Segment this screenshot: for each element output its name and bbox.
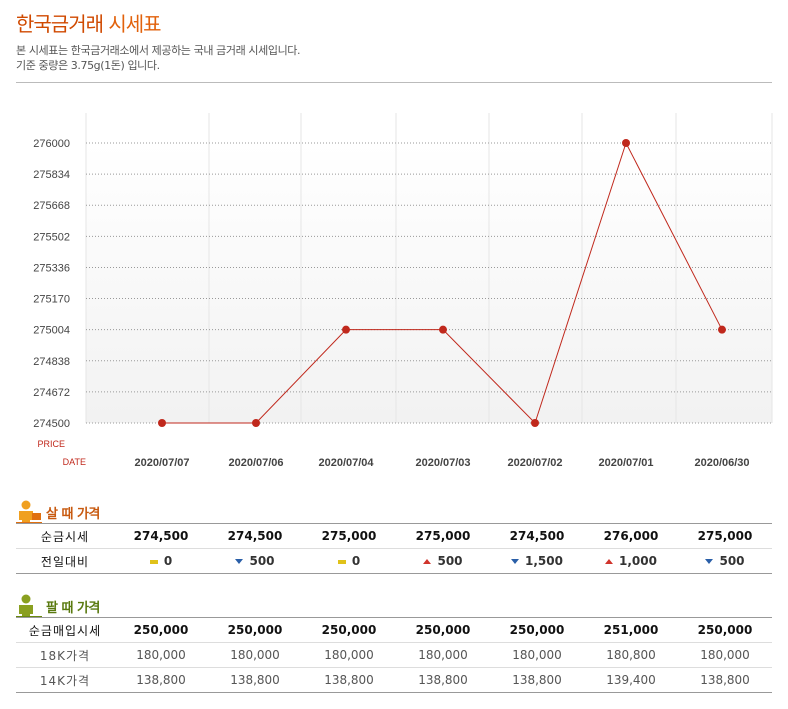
y-tick-label: 275668 bbox=[33, 200, 70, 212]
sell-price-table: 순금매입시세 250,000 250,000 250,000 250,000 250,00… bbox=[16, 617, 772, 693]
price-cell: 250,000 bbox=[208, 617, 302, 643]
divider bbox=[16, 82, 772, 83]
price-cell: 250,000 bbox=[114, 617, 208, 643]
arrow-down-icon bbox=[511, 559, 520, 564]
change-cell: 0 bbox=[302, 548, 396, 574]
change-cell: 500 bbox=[396, 548, 490, 574]
price-cell: 180,000 bbox=[302, 642, 396, 668]
y-tick-label: 276000 bbox=[33, 138, 70, 150]
arrow-down-icon bbox=[705, 559, 714, 564]
data-point bbox=[342, 325, 350, 334]
y-tick-label: 274500 bbox=[33, 418, 70, 430]
price-cell: 275,000 bbox=[678, 523, 772, 549]
price-cell: 250,000 bbox=[490, 617, 584, 643]
change-cell: 1,500 bbox=[490, 548, 584, 574]
buy-price-table: 순금시세 274,500 274,500 275,000 275,000 274,500 2… bbox=[16, 523, 772, 574]
price-cell: 180,000 bbox=[490, 642, 584, 668]
y-tick-label: 275336 bbox=[33, 262, 70, 274]
sell-section-header: 팔 때 가격 bbox=[16, 594, 100, 618]
price-cell: 275,000 bbox=[302, 523, 396, 549]
change-cell: 0 bbox=[114, 548, 208, 574]
y-tick-label: 274838 bbox=[33, 356, 70, 368]
person-sell-icon bbox=[16, 594, 42, 618]
change-cell: 500 bbox=[208, 548, 302, 574]
price-row: 14K가격 138,800 138,800 138,800 138,800 138,800… bbox=[16, 667, 772, 693]
price-cell: 250,000 bbox=[302, 617, 396, 643]
data-point bbox=[439, 325, 447, 334]
price-cell: 274,500 bbox=[208, 523, 302, 549]
price-cell: 180,000 bbox=[396, 642, 490, 668]
row-label: 14K가격 bbox=[16, 667, 114, 693]
price-cell: 139,400 bbox=[584, 667, 678, 693]
desc-line-1: 본 시세표는 한국금거래소에서 제공하는 국내 금거래 시세입니다. bbox=[16, 44, 301, 57]
y-tick-label: 274672 bbox=[33, 387, 70, 399]
sell-heading: 팔 때 가격 bbox=[46, 600, 100, 616]
price-cell: 138,800 bbox=[396, 667, 490, 693]
price-cell: 138,800 bbox=[490, 667, 584, 693]
title-rest: 시세표 bbox=[103, 12, 161, 36]
row-label: 순금시세 bbox=[16, 523, 114, 549]
price-cell: 180,000 bbox=[208, 642, 302, 668]
no-change-icon bbox=[149, 559, 158, 564]
data-point bbox=[158, 419, 166, 427]
x-axis-label: DATE bbox=[63, 457, 86, 467]
data-point bbox=[531, 419, 539, 427]
price-cell: 250,000 bbox=[396, 617, 490, 643]
price-cell: 250,000 bbox=[678, 617, 772, 643]
y-tick-label: 275170 bbox=[33, 294, 70, 306]
plot-background bbox=[86, 143, 772, 423]
price-cell: 274,500 bbox=[114, 523, 208, 549]
data-point bbox=[622, 139, 630, 147]
price-cell: 138,800 bbox=[302, 667, 396, 693]
price-cell: 251,000 bbox=[584, 617, 678, 643]
y-tick-label: 275502 bbox=[33, 231, 70, 243]
buy-section-header: 살 때 가격 bbox=[16, 500, 100, 524]
row-label: 전일대비 bbox=[16, 548, 114, 574]
change-cell: 500 bbox=[678, 548, 772, 574]
person-buy-icon bbox=[16, 500, 42, 524]
price-row: 전일대비 0 500 0 500 1,500 1,000 500 bbox=[16, 548, 772, 574]
arrow-up-icon bbox=[423, 559, 432, 564]
buy-heading: 살 때 가격 bbox=[46, 506, 100, 522]
y-tick-label: 275834 bbox=[33, 169, 70, 181]
price-row: 18K가격 180,000 180,000 180,000 180,000 180,000… bbox=[16, 642, 772, 668]
y-tick-label: 275004 bbox=[33, 325, 70, 337]
x-tick-label: 2020/07/03 bbox=[415, 457, 470, 469]
row-label: 순금매입시세 bbox=[16, 617, 114, 643]
price-cell: 138,800 bbox=[208, 667, 302, 693]
row-label: 18K가격 bbox=[16, 642, 114, 668]
x-tick-label: 2020/07/07 bbox=[134, 457, 189, 469]
y-axis-label: PRICE bbox=[37, 439, 65, 449]
desc-line-2: 기준 중량은 3.75g(1돈) 입니다. bbox=[16, 59, 160, 72]
price-cell: 276,000 bbox=[584, 523, 678, 549]
price-row: 순금매입시세 250,000 250,000 250,000 250,000 250,00… bbox=[16, 617, 772, 643]
change-cell: 1,000 bbox=[584, 548, 678, 574]
page-description: 본 시세표는 한국금거래소에서 제공하는 국내 금거래 시세입니다. 기준 중량… bbox=[16, 43, 301, 73]
price-cell: 180,000 bbox=[678, 642, 772, 668]
price-cell: 138,800 bbox=[114, 667, 208, 693]
title-main: 한국금거래 bbox=[16, 12, 104, 36]
price-cell: 138,800 bbox=[678, 667, 772, 693]
x-tick-label: 2020/07/02 bbox=[507, 457, 562, 469]
price-cell: 180,800 bbox=[584, 642, 678, 668]
x-tick-label: 2020/06/30 bbox=[694, 457, 749, 469]
x-tick-label: 2020/07/04 bbox=[318, 457, 374, 469]
x-tick-label: 2020/07/01 bbox=[598, 457, 653, 469]
price-cell: 275,000 bbox=[396, 523, 490, 549]
arrow-down-icon bbox=[235, 559, 244, 564]
no-change-icon bbox=[337, 559, 346, 564]
data-point bbox=[718, 325, 726, 334]
price-cell: 180,000 bbox=[114, 642, 208, 668]
price-row: 순금시세 274,500 274,500 275,000 275,000 274,500 2… bbox=[16, 523, 772, 549]
price-cell: 274,500 bbox=[490, 523, 584, 549]
arrow-up-icon bbox=[605, 559, 614, 564]
page-title: 한국금거래 시세표 bbox=[16, 8, 162, 37]
price-line-chart: 276000 275834 275668 275502 275336 275170 2750… bbox=[33, 113, 773, 469]
x-tick-label: 2020/07/06 bbox=[228, 457, 283, 469]
data-point bbox=[252, 419, 260, 427]
